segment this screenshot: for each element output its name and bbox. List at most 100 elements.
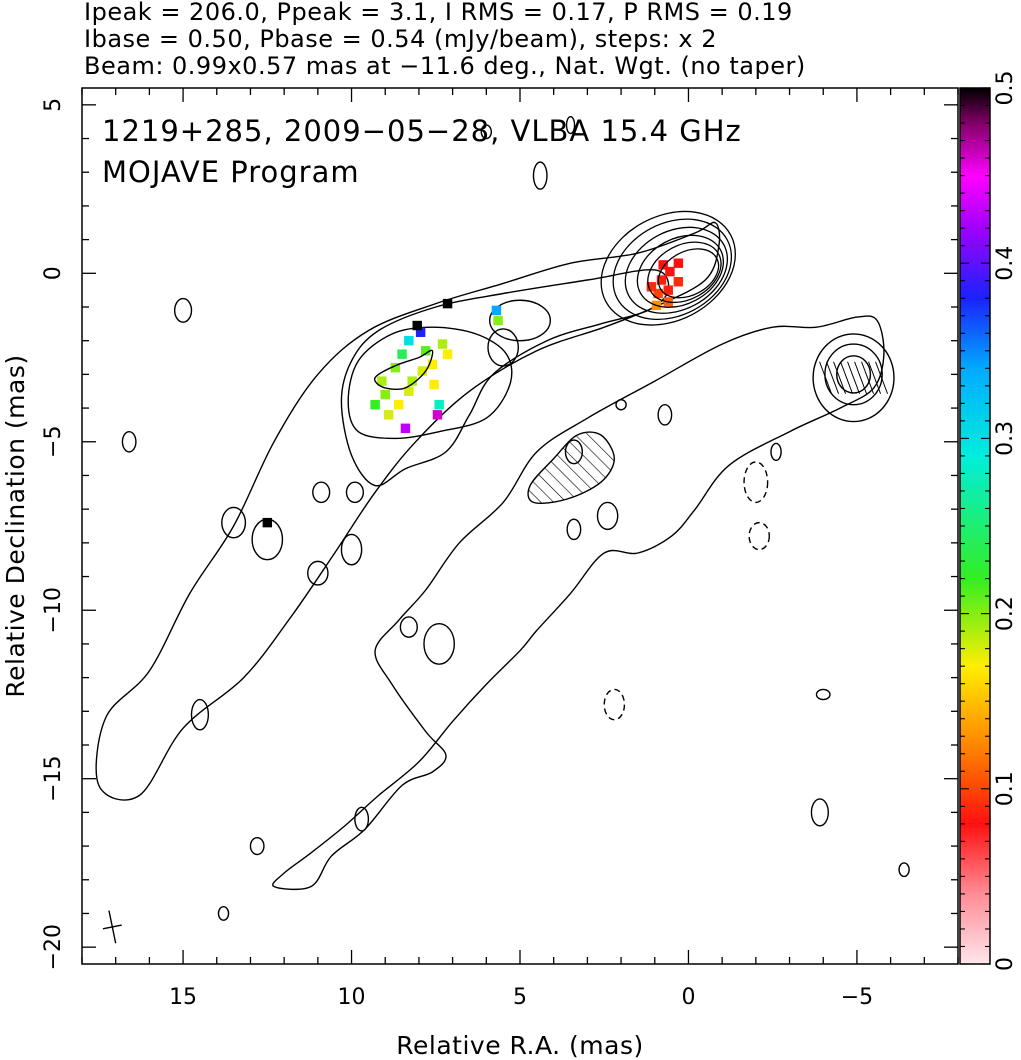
southern-knot-contour [824, 343, 883, 406]
southern-jet-contour [272, 315, 885, 891]
polarization-pixel [412, 320, 422, 331]
polarization-pixel [390, 362, 401, 373]
core-contour [624, 226, 729, 314]
contour-island [121, 430, 137, 453]
y-tick-label: 0 [41, 266, 66, 280]
southern-knot-hatch [847, 361, 861, 394]
contour-island [488, 299, 552, 342]
x-tick-label: −5 [841, 985, 873, 1010]
contour-island [249, 836, 265, 856]
core-contour [636, 234, 725, 308]
polarization-pixel [656, 275, 667, 285]
axis-ticks: 15 10 5 0 −5 5 0 −5 −10 −15 −20 [41, 88, 959, 1010]
polarization-pixel [665, 266, 675, 277]
polarization-pixel [673, 277, 684, 287]
southern-knot-hatch [875, 361, 889, 394]
polarization-pixel [442, 349, 453, 359]
polarization-pixel [434, 399, 444, 410]
negative-contour-island [743, 461, 769, 504]
core-contour [647, 241, 722, 304]
polarization-pixel [427, 359, 438, 369]
contour-island [815, 688, 831, 701]
southern-knot-contour [836, 355, 872, 394]
beam-marker [102, 910, 122, 944]
contour-island [898, 862, 910, 878]
chart-title-line-1: 1219+285, 2009−05−28, VLBA 15.4 GHz [102, 114, 742, 148]
x-axis-label: Relative R.A. (mas) [396, 1031, 643, 1060]
negative-contour-island [603, 688, 626, 721]
x-tick-label: 5 [513, 985, 527, 1010]
contour-island [190, 698, 210, 731]
contour-island [810, 798, 829, 827]
contour-layer [95, 115, 910, 921]
contour-island [487, 328, 520, 367]
contour-island [615, 398, 627, 411]
y-tick-label: −5 [41, 426, 66, 458]
contour-island [173, 297, 193, 323]
colorbar-ticks: 0 0.1 0.2 0.3 0.4 0.5 [960, 71, 1018, 971]
contour-island [217, 906, 230, 921]
contour-island [345, 481, 365, 504]
contour-island [532, 161, 548, 190]
x-tick-label: 0 [681, 985, 695, 1010]
polarization-pixel [400, 423, 411, 434]
polarization-pixel [653, 288, 663, 299]
southern-knot-hatch [868, 361, 882, 394]
polarization-pixel [383, 410, 394, 420]
polarization-pixel [404, 386, 414, 396]
polarization-pixel [370, 399, 380, 410]
contour-island [221, 506, 247, 539]
y-axis-label: Relative Declination (mas) [1, 354, 30, 697]
southern-knot-hatch [861, 361, 875, 394]
negative-hatched-contour [527, 431, 616, 505]
contour-island [565, 115, 576, 135]
polarization-pixel [420, 346, 431, 356]
header-line-3: Beam: 0.99x0.57 mas at −11.6 deg., Nat. … [84, 52, 806, 80]
polarization-pixel [377, 376, 387, 386]
polarization-pixel [380, 389, 390, 400]
polarization-pixel [493, 315, 503, 326]
contour-island [770, 442, 782, 462]
y-tick-label: −20 [41, 924, 66, 970]
colorbar-tick-label: 0 [993, 957, 1018, 971]
polarization-pixel [658, 260, 668, 270]
polarization-pixel [673, 258, 684, 268]
core-contour [657, 248, 720, 299]
colorbar-tick-label: 0.2 [993, 596, 1018, 631]
beam-minor-axis [102, 924, 122, 930]
core-contour-layer [600, 210, 736, 326]
contour-island [566, 518, 582, 541]
y-tick-label: −10 [41, 587, 66, 633]
contour-island [354, 806, 370, 832]
polarization-pixel [417, 366, 428, 376]
y-tick-label: 5 [41, 98, 66, 112]
polarization-pixel [404, 335, 414, 346]
southern-knot-hatch [826, 361, 840, 394]
chart-title-line-2: MOJAVE Program [102, 155, 360, 189]
inner-jet-contour [347, 326, 513, 440]
header-line-2: Ibase = 0.50, Pbase = 0.54 (mJy/beam), s… [84, 25, 717, 53]
contour-island [423, 623, 456, 665]
contour-island [564, 439, 584, 465]
polarization-pixel [397, 349, 407, 359]
polarization-pixel [407, 376, 417, 386]
polarization-pixel [393, 399, 404, 410]
colorbar-tick-label: 0.3 [993, 421, 1018, 456]
southern-knot-hatch [819, 361, 833, 394]
polarization-pixel [262, 517, 273, 528]
southern-knot-hatch [840, 361, 854, 394]
contour-island [596, 501, 619, 531]
southern-knot-hatch [833, 361, 847, 394]
contour-island [312, 481, 331, 504]
mid-jet-contour [340, 268, 670, 487]
polarization-pixel [646, 282, 657, 292]
y-tick-label: −15 [41, 755, 66, 801]
contour-island [307, 560, 329, 586]
x-tick-label: 15 [169, 985, 197, 1010]
colorbar-tick-label: 0.1 [993, 771, 1018, 806]
contour-island [340, 533, 363, 566]
knot-ridge-contour [373, 349, 434, 391]
x-tick-label: 10 [338, 985, 366, 1010]
